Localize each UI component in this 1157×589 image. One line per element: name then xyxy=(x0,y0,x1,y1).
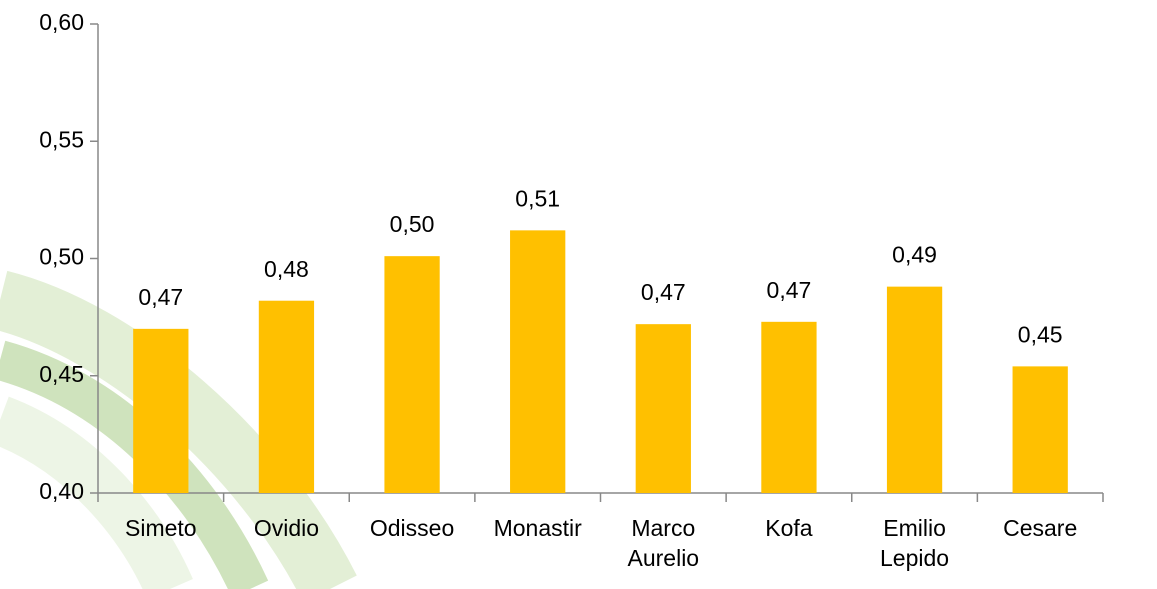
x-tick-label: Emilio Lepido xyxy=(880,515,950,571)
y-tick-label: 0,40 xyxy=(39,478,84,504)
data-label: 0,47 xyxy=(138,284,183,310)
bar xyxy=(1012,366,1068,493)
data-label: 0,48 xyxy=(264,256,309,282)
x-tick-label: Ovidio xyxy=(253,515,320,541)
bar xyxy=(761,321,817,493)
data-label: 0,49 xyxy=(892,242,937,268)
data-label: 0,51 xyxy=(515,185,560,211)
data-label: 0,45 xyxy=(1018,321,1063,347)
bar xyxy=(258,300,315,493)
decor-swoosh xyxy=(0,396,193,589)
bar xyxy=(384,256,440,493)
x-tick-label: Monastir xyxy=(493,515,582,541)
y-tick-label: 0,60 xyxy=(39,9,84,35)
y-tick-label: 0,50 xyxy=(39,244,84,270)
y-tick-label: 0,55 xyxy=(39,126,84,152)
x-tick-label: Marco Aurelio xyxy=(627,515,700,571)
y-tick-label: 0,45 xyxy=(39,361,84,387)
bar xyxy=(133,328,189,493)
bar xyxy=(886,286,943,493)
bar xyxy=(635,324,691,493)
x-tick-label: Odisseo xyxy=(369,515,455,541)
data-label: 0,47 xyxy=(767,277,812,303)
bar xyxy=(510,230,566,494)
x-tick-label: Kofa xyxy=(765,515,813,541)
data-label: 0,47 xyxy=(641,279,686,305)
data-label: 0,50 xyxy=(390,211,435,237)
x-tick-label: Simeto xyxy=(125,515,197,541)
x-tick-label: Cesare xyxy=(1003,515,1078,541)
